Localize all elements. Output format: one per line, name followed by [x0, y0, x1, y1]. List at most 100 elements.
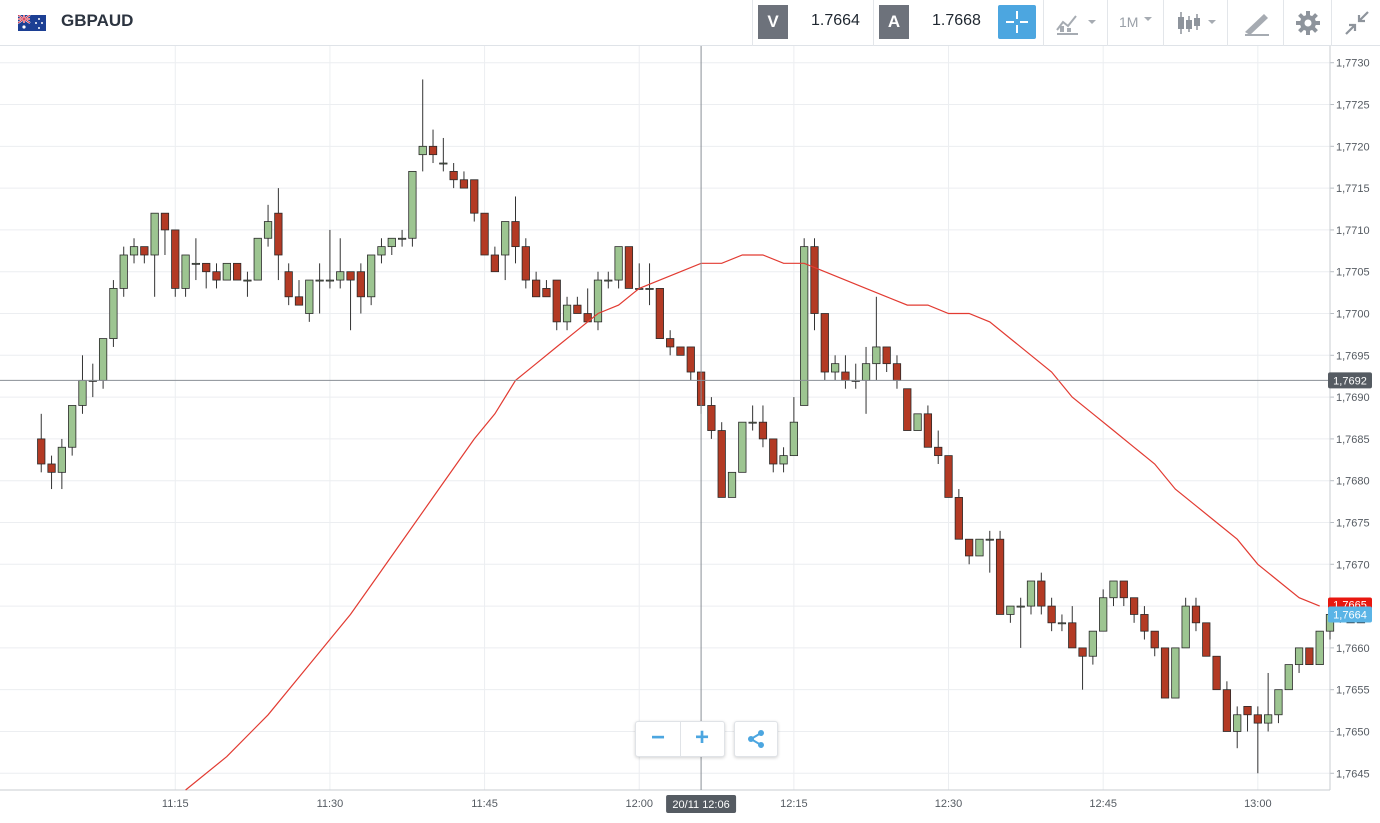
y-tick-label: 1,7715 — [1336, 183, 1370, 195]
candle-body — [965, 538, 974, 557]
candle-body — [119, 254, 128, 289]
y-tick-label: 1,7680 — [1336, 476, 1370, 488]
candle-body — [171, 229, 180, 289]
candle-body — [738, 421, 747, 473]
candle-body — [1202, 622, 1211, 657]
candle-body — [573, 304, 582, 314]
candle-body — [284, 271, 293, 298]
candle-body — [583, 313, 592, 323]
candle-body — [181, 254, 190, 289]
y-tick-label: 1,7650 — [1336, 726, 1370, 738]
candle-body — [501, 221, 510, 256]
candlestick-style-button[interactable] — [1163, 0, 1227, 46]
x-tick-label: 12:45 — [1089, 798, 1117, 810]
symbol-title: GBPAUD — [61, 11, 134, 30]
sell-price-button[interactable]: V 1.7664 — [752, 0, 872, 46]
y-tick-label: 1,7700 — [1336, 309, 1370, 321]
candle-body — [1026, 580, 1036, 607]
y-tick-label: 1,7695 — [1336, 350, 1370, 362]
candle-body — [439, 162, 448, 165]
candlestick-chart[interactable]: 1,76451,76501,76551,76601,76651,76701,76… — [0, 46, 1380, 823]
drawing-tool-icon — [1245, 14, 1269, 36]
candle-body — [604, 279, 613, 282]
candle-body — [1264, 714, 1273, 724]
chevron-down-icon — [1144, 17, 1152, 21]
collapse-button[interactable] — [1331, 0, 1380, 46]
candle-body — [294, 296, 304, 306]
candle-body — [160, 212, 170, 231]
crosshair-button[interactable] — [998, 5, 1036, 39]
candle-body — [233, 262, 242, 281]
candle-body — [243, 279, 252, 282]
candle-body — [37, 438, 46, 465]
candle-body — [779, 455, 788, 465]
candle-body — [1191, 605, 1201, 624]
crosshair-time-label: 20/11 12:06 — [672, 799, 729, 811]
chart-type-icon — [1056, 15, 1096, 35]
candle-body — [490, 254, 499, 273]
candle-body — [1150, 630, 1159, 649]
y-tick-label: 1,7675 — [1336, 517, 1370, 529]
candle-body — [47, 463, 56, 473]
zoom-out-button[interactable]: − — [636, 722, 681, 756]
candle-body — [1119, 580, 1128, 599]
candle-body — [820, 313, 829, 373]
y-tick-label: 1,7685 — [1336, 434, 1370, 446]
candle-body — [831, 363, 840, 373]
candle-body — [1181, 605, 1190, 649]
candle-body — [861, 363, 871, 381]
candle-body — [1315, 630, 1324, 666]
buy-price-button[interactable]: A 1.7668 — [873, 0, 993, 46]
candle-body — [1222, 689, 1232, 732]
candle-body — [995, 538, 1005, 615]
candle-body — [686, 346, 695, 373]
zoom-controls: − + — [635, 721, 725, 757]
gear-icon — [1296, 11, 1320, 35]
timeframe-dropdown[interactable]: 1M — [1107, 0, 1163, 46]
share-button[interactable] — [734, 721, 778, 757]
candle-body — [428, 145, 438, 156]
crosshair-price-badge — [1328, 372, 1372, 389]
candle-body — [140, 246, 149, 256]
candle-body — [377, 246, 386, 256]
y-tick-label: 1,7670 — [1336, 559, 1370, 571]
candle-body — [367, 254, 376, 298]
candle-body — [624, 246, 634, 289]
buy-badge: A — [879, 5, 909, 39]
y-tick-label: 1,7660 — [1336, 643, 1370, 655]
candle-body — [212, 271, 221, 281]
candle-body — [57, 446, 66, 473]
candle-body — [98, 338, 108, 381]
candle-body — [1129, 597, 1139, 615]
candle-body — [707, 405, 716, 431]
candle-body — [1233, 714, 1242, 732]
candle-body — [655, 288, 664, 339]
candle-body — [78, 379, 87, 406]
candle-body — [666, 338, 675, 348]
x-tick-label: 11:30 — [317, 798, 344, 810]
candle-body — [645, 288, 654, 290]
candlestick-icon — [1178, 12, 1216, 34]
candle-body — [532, 279, 541, 298]
settings-button[interactable] — [1283, 0, 1331, 46]
candle-body — [758, 421, 768, 440]
candle-body — [800, 246, 809, 406]
candle-body — [593, 279, 603, 323]
candle-body — [934, 446, 943, 457]
chart-type-button[interactable] — [1043, 0, 1107, 46]
candle-body — [841, 371, 850, 381]
candle-body — [150, 212, 159, 256]
candle-body — [892, 363, 902, 381]
last-price-label: 1,7664 — [1333, 609, 1367, 621]
x-tick-label: 12:30 — [935, 798, 963, 810]
drawing-tool-button[interactable] — [1227, 0, 1283, 46]
toolbar: GBPAUD V 1.7664 A 1.7668 1M — [0, 0, 1380, 46]
candle-body — [191, 262, 201, 265]
candle-body — [1274, 689, 1283, 716]
candle-body — [1212, 655, 1221, 691]
candle-body — [552, 279, 561, 323]
candle-body — [1057, 622, 1067, 625]
x-tick-label: 12:00 — [625, 798, 653, 810]
candle-body — [336, 271, 345, 281]
zoom-in-button[interactable]: + — [694, 724, 709, 751]
